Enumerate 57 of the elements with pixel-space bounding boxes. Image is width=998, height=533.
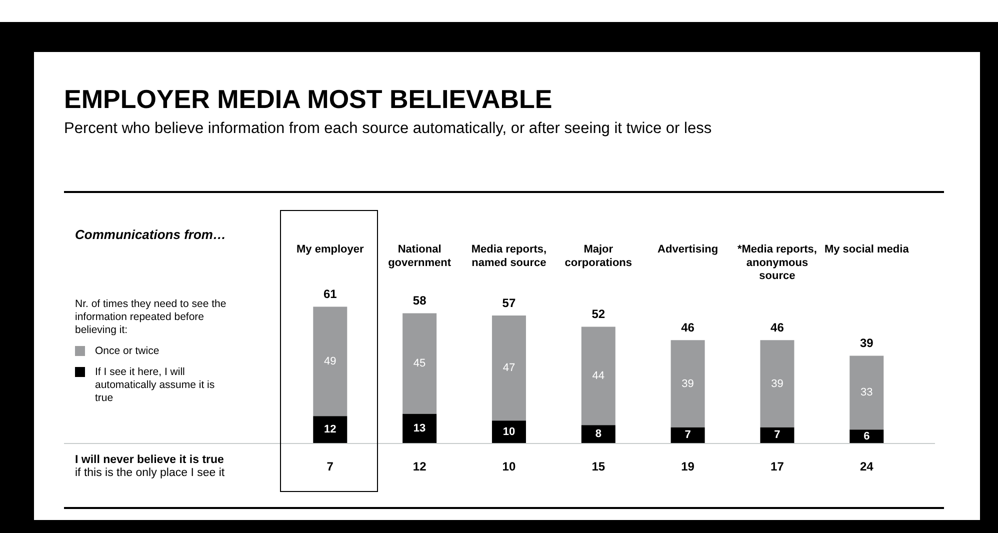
total-label: 46: [770, 320, 784, 334]
legend-title: Nr. of times they need to see the information repeated before believing it:: [75, 298, 228, 337]
bar: [850, 356, 884, 430]
text: 7: [326, 459, 334, 474]
chart-title: EMPLOYER MEDIA MOST BELIEVABLE: [64, 84, 552, 115]
bar: [492, 316, 526, 421]
x-tick-label: Major corporations: [564, 244, 632, 269]
x-tick-label: My social media: [824, 244, 910, 256]
bar: [670, 340, 705, 428]
text: 12: [412, 459, 427, 474]
bar: [760, 427, 794, 443]
text: I will never believe it is true: [75, 454, 225, 467]
x-axis-title: Communications from…: [75, 227, 226, 242]
chart-subtitle: Percent who believe information from each source automatically, or after seeing it twice or less: [64, 120, 712, 138]
data-label: 44: [592, 370, 605, 382]
x-tick-label: Advertising: [658, 244, 718, 256]
bar: [850, 430, 884, 443]
data-label: 39: [771, 378, 784, 390]
x-tick-label: Media reports, named source: [471, 244, 547, 269]
data-label: 49: [324, 355, 336, 368]
legend-label: Once or twice: [95, 345, 160, 358]
text: 10: [502, 459, 516, 474]
data-label: 47: [502, 362, 516, 374]
data-label: 10: [502, 426, 516, 438]
data-label: 12: [324, 424, 336, 436]
bar: [760, 340, 794, 428]
bar: [402, 313, 437, 414]
bar: [581, 425, 616, 443]
data-label: 7: [684, 429, 691, 442]
bar: [581, 326, 616, 426]
legend-label: If I see it here, I will automatically assume it is true: [95, 366, 216, 405]
data-label: 7: [774, 429, 780, 442]
bar: [402, 414, 437, 443]
data-label: 6: [864, 430, 870, 442]
data-label: 8: [595, 428, 602, 440]
total-label: 61: [323, 286, 338, 301]
text: 24: [860, 459, 874, 474]
text: 19: [681, 459, 695, 474]
data-label: 33: [860, 386, 873, 399]
text: 15: [592, 459, 606, 474]
bar: [492, 420, 526, 443]
data-label: 13: [413, 422, 426, 434]
x-tick-label: *Media reports, anonymous source: [737, 244, 817, 282]
x-tick-label: National government: [388, 244, 452, 269]
x-tick-label: My employer: [296, 244, 364, 256]
total-label: 46: [681, 320, 695, 334]
data-label: 39: [682, 378, 694, 390]
bar: [313, 416, 348, 443]
text: 17: [770, 459, 784, 474]
bar: [670, 427, 705, 443]
bar: [313, 306, 348, 416]
total-label: 58: [412, 294, 427, 308]
data-label: 45: [413, 358, 426, 370]
text: if this is the only place I see it: [75, 467, 225, 480]
total-label: 52: [592, 307, 606, 322]
total-label: 39: [860, 336, 874, 350]
total-label: 57: [502, 296, 516, 310]
